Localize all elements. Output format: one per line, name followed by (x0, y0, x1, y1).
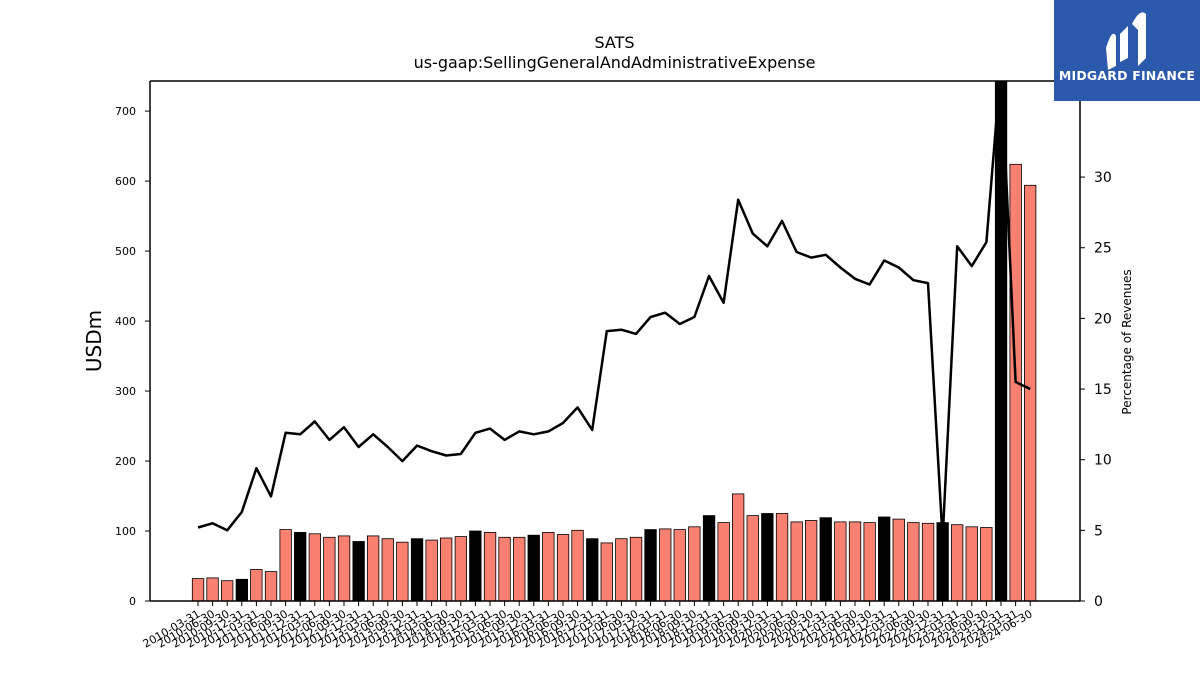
y-tick-label: 600 (115, 175, 136, 188)
chart-subtitle: us-gaap:SellingGeneralAndAdministrativeE… (413, 53, 816, 72)
bar-2014-12-31 (469, 530, 482, 601)
bar-2018-03-31 (659, 528, 672, 601)
bar-2018-06-30 (673, 529, 686, 601)
bar-2016-12-31 (586, 538, 599, 601)
bar-2016-03-31 (542, 532, 555, 601)
y2-axis-label: Percentage of Revenues (1120, 269, 1134, 414)
bar-2012-06-30 (323, 536, 336, 601)
y-tick-label: 500 (115, 245, 136, 258)
bar-2022-03-31 (892, 518, 905, 601)
bar-2021-06-30 (848, 521, 862, 601)
chart-title: SATS (594, 33, 635, 52)
bar-2015-03-31 (483, 532, 497, 601)
bar-2013-12-31 (410, 538, 424, 601)
brand-logo: MIDGARD FINANCE (1054, 0, 1200, 101)
bar-2015-12-31 (527, 534, 540, 601)
y2-tick-label: 20 (1094, 311, 1112, 327)
bar-2022-06-30 (907, 522, 920, 601)
bar-2019-12-31 (761, 513, 774, 601)
bar-2023-12-31 (994, 81, 1008, 601)
bar-2019-09-30 (746, 515, 759, 601)
bar-2017-06-30 (615, 538, 628, 601)
bar-2020-12-31 (819, 517, 832, 601)
y2-tick-label: 0 (1094, 594, 1103, 610)
bar-2017-12-31 (644, 529, 657, 601)
bar-2020-09-30 (805, 520, 818, 601)
bar-2014-06-30 (439, 537, 453, 601)
y-tick-label: 200 (115, 455, 136, 468)
bar-2011-06-30 (264, 571, 278, 601)
bar-2014-03-31 (425, 539, 438, 601)
bar-2012-03-31 (308, 533, 322, 601)
bar-2016-09-30 (571, 529, 584, 601)
bar-2011-09-30 (279, 529, 292, 601)
y-tick-label: 100 (115, 525, 136, 538)
bar-2017-03-31 (600, 542, 613, 601)
y2-tick-label: 10 (1094, 453, 1112, 469)
bar-2022-09-30 (921, 522, 935, 601)
y2-tick-label: 15 (1094, 382, 1112, 398)
bar-2013-09-30 (396, 541, 409, 601)
bar-2021-03-31 (834, 521, 847, 601)
bar-2021-12-31 (878, 516, 891, 601)
y-tick-label: 300 (115, 385, 136, 398)
bar-2023-03-31 (951, 524, 964, 601)
y-axis-label: USDm (82, 310, 106, 372)
percentage-line (197, 81, 1031, 541)
y2-tick-label: 30 (1094, 170, 1112, 186)
y2-tick-label: 25 (1094, 241, 1112, 257)
brand-name: MIDGARD FINANCE (1058, 68, 1196, 83)
bar-2017-09-30 (629, 536, 643, 601)
bar-2021-09-30 (863, 522, 876, 601)
bar-2018-09-30 (688, 526, 701, 601)
bar-2020-06-30 (790, 521, 803, 601)
bar-2011-12-31 (293, 532, 307, 601)
bar-2019-03-31 (717, 522, 730, 601)
bar-2012-12-31 (352, 541, 365, 601)
bar-2018-12-31 (702, 515, 716, 601)
plot-area (191, 81, 1037, 601)
bar-2020-03-31 (775, 513, 789, 601)
y2-tick-label: 5 (1094, 523, 1103, 539)
bar-2015-06-30 (498, 536, 511, 601)
bar-2024-06-30 (1024, 184, 1037, 601)
bar-2023-09-30 (980, 527, 993, 601)
y-tick-label: 700 (115, 105, 136, 118)
bar-2015-09-30 (513, 536, 526, 601)
bar-2016-06-30 (556, 534, 570, 601)
bar-2010-12-31 (235, 578, 249, 601)
bar-2013-06-30 (381, 538, 394, 601)
logo-mark-icon (1106, 12, 1146, 70)
bar-2011-03-31 (250, 569, 263, 601)
y-tick-label: 0 (129, 595, 136, 608)
bar-2019-06-30 (732, 493, 745, 601)
bar-2023-06-30 (965, 526, 978, 601)
bar-2010-06-30 (206, 577, 219, 601)
bar-2010-03-31 (191, 578, 205, 601)
bar-2013-03-31 (366, 535, 380, 601)
bar-2014-09-30 (454, 536, 468, 601)
bar-2010-09-30 (220, 580, 234, 601)
bar-2012-09-30 (337, 535, 351, 601)
y-tick-label: 400 (115, 315, 136, 328)
